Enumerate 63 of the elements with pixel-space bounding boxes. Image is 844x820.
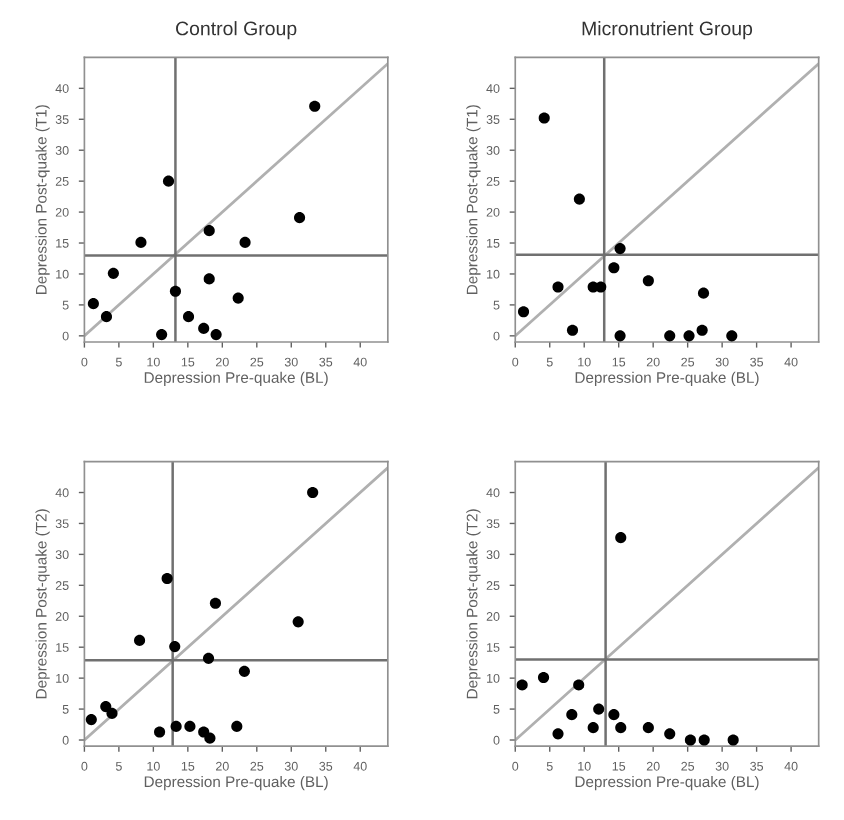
point bbox=[608, 262, 620, 274]
point bbox=[156, 329, 168, 341]
point bbox=[552, 728, 564, 740]
point bbox=[642, 722, 654, 734]
point bbox=[210, 329, 222, 341]
point bbox=[239, 236, 251, 248]
point bbox=[162, 175, 175, 187]
point bbox=[169, 641, 181, 653]
point bbox=[697, 287, 710, 299]
point bbox=[517, 306, 530, 318]
point bbox=[231, 720, 243, 732]
point bbox=[573, 193, 585, 205]
point bbox=[573, 679, 585, 691]
point bbox=[238, 665, 250, 677]
point bbox=[209, 597, 221, 609]
point bbox=[537, 671, 550, 684]
point bbox=[615, 722, 627, 734]
chart-title: Control Group bbox=[176, 21, 297, 40]
point bbox=[106, 707, 118, 719]
point bbox=[135, 236, 147, 248]
point bbox=[664, 728, 676, 740]
point bbox=[614, 243, 626, 255]
point bbox=[294, 212, 306, 224]
point bbox=[516, 679, 528, 691]
point bbox=[292, 616, 304, 628]
point bbox=[683, 330, 695, 342]
chart-title: Micronutrient Group bbox=[582, 21, 753, 40]
point bbox=[538, 112, 550, 124]
point bbox=[684, 734, 696, 746]
point bbox=[100, 311, 113, 323]
point bbox=[696, 324, 708, 336]
point bbox=[169, 285, 181, 297]
point bbox=[161, 572, 173, 585]
point bbox=[107, 267, 119, 279]
point bbox=[727, 734, 739, 746]
point bbox=[85, 714, 97, 726]
point bbox=[566, 324, 579, 336]
point bbox=[100, 701, 112, 713]
point bbox=[198, 322, 210, 334]
point bbox=[202, 652, 215, 664]
point bbox=[593, 703, 605, 715]
point bbox=[232, 292, 244, 304]
point bbox=[608, 709, 620, 721]
point bbox=[134, 634, 146, 646]
point bbox=[587, 722, 599, 734]
point bbox=[726, 330, 738, 342]
point bbox=[182, 311, 195, 323]
point bbox=[154, 726, 166, 738]
point bbox=[615, 532, 627, 544]
point bbox=[552, 281, 564, 293]
point bbox=[698, 734, 710, 746]
point bbox=[87, 298, 99, 310]
point bbox=[203, 225, 215, 237]
point bbox=[566, 709, 578, 721]
point bbox=[203, 273, 215, 285]
point bbox=[307, 486, 319, 499]
point bbox=[170, 720, 182, 732]
point bbox=[184, 720, 196, 732]
point bbox=[614, 330, 626, 342]
point bbox=[309, 100, 321, 112]
point bbox=[642, 275, 654, 287]
point bbox=[664, 330, 676, 342]
point bbox=[204, 732, 216, 744]
